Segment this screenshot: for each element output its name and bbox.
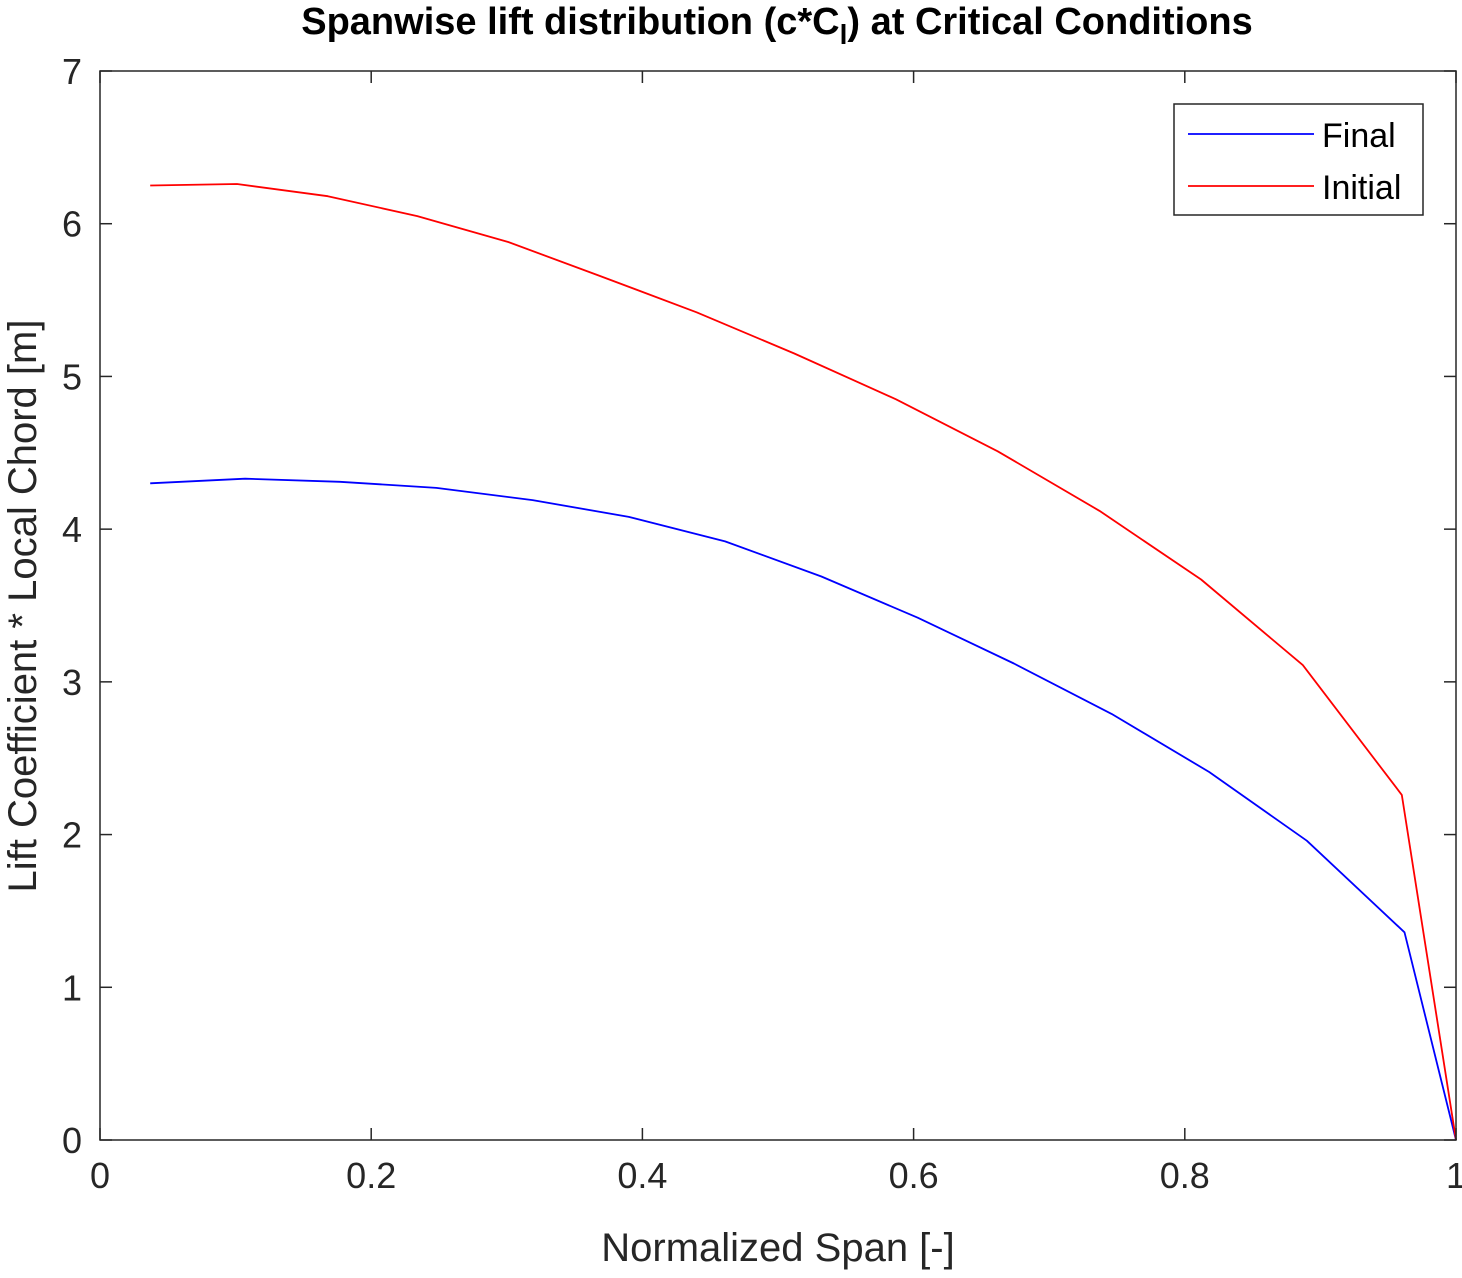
y-tick-label: 1 — [62, 967, 82, 1008]
x-tick-label: 0.2 — [346, 1155, 396, 1196]
y-tick-label: 2 — [62, 815, 82, 856]
plot-area — [100, 71, 1456, 1140]
y-tick-label: 5 — [62, 356, 82, 397]
x-tick-label: 0.8 — [1160, 1155, 1210, 1196]
x-tick-label: 0.4 — [617, 1155, 667, 1196]
title-subscript: l — [840, 19, 848, 50]
y-axis-label: Lift Coefficient * Local Chord [m] — [1, 320, 45, 893]
x-tick-label: 1 — [1446, 1155, 1462, 1196]
series-line-initial — [150, 183, 1457, 1141]
chart-title: Spanwise lift distribution (c*Cl) at Cri… — [301, 1, 1253, 50]
x-tick-label: 0 — [90, 1155, 110, 1196]
legend-box — [1173, 103, 1424, 216]
legend-initial-label: Initial — [1322, 169, 1401, 207]
y-tick-label: 6 — [62, 204, 82, 245]
x-axis-label: Normalized Span [-] — [601, 1226, 954, 1270]
axes-box — [99, 70, 1457, 1141]
y-tick-label: 0 — [62, 1120, 82, 1161]
axes-layer: 0 0.2 0.4 0.6 0.8 1 0 1 2 3 4 5 6 7 — [62, 51, 1462, 1196]
y-tick-label: 4 — [62, 509, 82, 550]
series-layer — [150, 183, 1457, 1141]
x-tick-label: 0.6 — [889, 1155, 939, 1196]
legend: Final Initial — [1173, 103, 1424, 216]
legend-final-label: Final — [1322, 117, 1396, 155]
y-tick-label: 7 — [62, 51, 82, 92]
series-line-final — [150, 477, 1457, 1141]
y-tick-label: 3 — [62, 662, 82, 703]
